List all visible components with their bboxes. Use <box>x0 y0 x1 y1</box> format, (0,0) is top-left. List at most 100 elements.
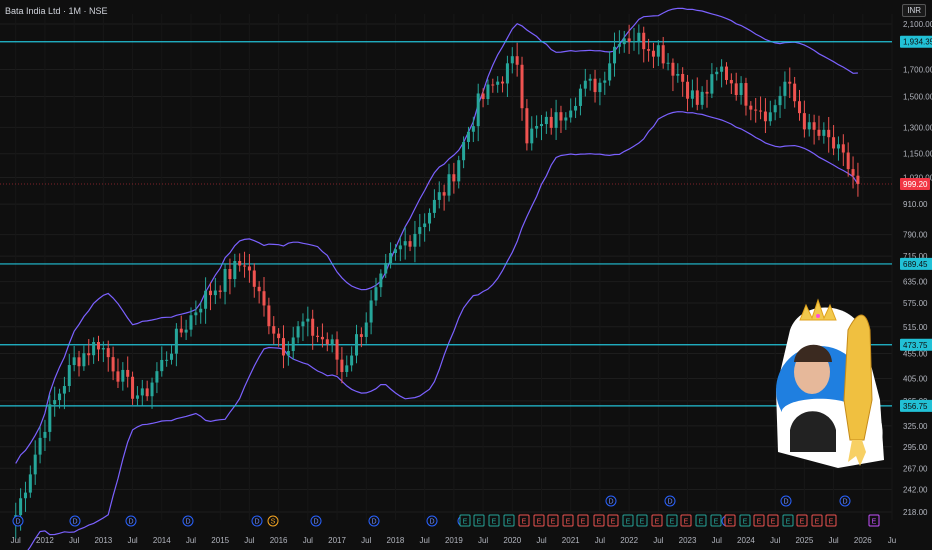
earnings-marker-label: E <box>655 519 660 526</box>
earnings-marker-label: E <box>786 519 791 526</box>
candle-body <box>121 369 125 382</box>
candle-body <box>807 122 811 130</box>
earnings-marker <box>811 514 823 527</box>
x-tick-label: Jul <box>127 536 137 545</box>
candle-body <box>189 315 193 330</box>
candle-body <box>204 290 208 309</box>
candle-body <box>836 144 840 149</box>
earnings-marker <box>593 514 605 527</box>
candle-body <box>345 365 349 373</box>
candle-body <box>223 268 227 292</box>
candle-body <box>608 63 612 81</box>
candle-body <box>233 260 237 280</box>
candle-body <box>111 357 115 372</box>
candle-body <box>564 117 568 121</box>
dividend-marker-label: D <box>608 499 613 506</box>
candle-body <box>437 192 441 200</box>
dividend-marker-label: D <box>783 499 788 506</box>
candle-body <box>715 71 719 75</box>
x-tick-label: Jul <box>420 536 430 545</box>
candle-body <box>812 122 816 130</box>
candle-body <box>306 318 310 322</box>
y-tick-label: 295.00 <box>903 443 928 452</box>
candle-body <box>354 334 359 356</box>
candle-body <box>768 112 772 122</box>
dividend-marker-label: D <box>128 519 133 526</box>
candle-body <box>476 93 480 127</box>
earnings-marker <box>533 514 545 527</box>
candle-body <box>393 249 397 254</box>
candle-body <box>700 91 704 105</box>
candle-body <box>43 431 47 438</box>
earnings-marker-label: E <box>743 519 748 526</box>
candle-body <box>87 353 91 356</box>
earnings-marker-label: E <box>463 519 468 526</box>
candle-body <box>841 144 845 153</box>
candle-body <box>749 105 753 110</box>
candle-body <box>340 359 344 373</box>
candle-body <box>598 82 602 93</box>
candle-body <box>413 233 417 247</box>
candle-body <box>19 498 23 516</box>
candle-body <box>23 492 27 499</box>
next-earnings-marker-label: E <box>872 519 877 526</box>
candle-body <box>520 64 524 109</box>
earnings-marker-label: E <box>684 519 689 526</box>
candle-body <box>695 90 699 105</box>
candle-body <box>228 268 232 280</box>
candle-body <box>257 286 261 292</box>
candle-body <box>184 329 188 333</box>
candle-body <box>286 350 290 356</box>
x-tick-label: Jul <box>186 536 196 545</box>
candle-body <box>320 336 324 340</box>
candle-body <box>856 175 860 185</box>
y-tick-label: 790.00 <box>903 231 928 240</box>
candle-body <box>432 199 436 213</box>
candle-body <box>797 101 802 114</box>
earnings-marker-label: E <box>477 519 482 526</box>
candle-body <box>77 357 81 367</box>
candle-body <box>398 245 402 250</box>
earnings-marker <box>503 514 515 527</box>
candle-body <box>754 109 758 111</box>
candle-body <box>759 110 763 112</box>
earnings-marker <box>473 514 485 527</box>
earnings-marker <box>739 514 751 527</box>
candle-body <box>408 241 412 247</box>
candle-body <box>379 273 383 288</box>
dividend-marker <box>426 515 438 527</box>
candle-body <box>140 388 144 396</box>
x-tick-label: Jul <box>69 536 79 545</box>
x-tick-label: 2025 <box>795 536 813 545</box>
y-tick-label: 1,500.00 <box>903 92 932 101</box>
candle-body <box>126 369 130 377</box>
candle-body <box>199 308 203 313</box>
currency-label[interactable]: INR <box>902 4 926 17</box>
y-tick-label: 267.00 <box>903 464 928 473</box>
y-tick-label: 1,150.00 <box>903 150 932 159</box>
level-price-label: 356.75 <box>903 402 928 411</box>
earnings-marker-label: E <box>699 519 704 526</box>
candle-body <box>145 388 149 397</box>
candle-body <box>778 95 782 106</box>
split-marker-label: S <box>271 519 276 526</box>
earnings-marker <box>666 514 678 527</box>
candle-body <box>510 56 514 64</box>
candle-body <box>651 50 655 57</box>
candle-body <box>763 111 767 122</box>
candle-body <box>96 342 101 350</box>
earnings-marker-label: E <box>611 519 616 526</box>
candle-body <box>170 353 174 360</box>
dividend-marker-label: D <box>371 519 376 526</box>
candle-body <box>632 41 636 43</box>
dividend-marker <box>251 515 263 527</box>
earnings-marker-label: E <box>714 519 719 526</box>
dividend-marker <box>839 495 851 507</box>
candle-body <box>554 112 558 128</box>
candle-body <box>569 110 573 118</box>
earnings-marker <box>796 514 808 527</box>
x-tick-label: 2018 <box>387 536 405 545</box>
candle-body <box>267 305 271 327</box>
